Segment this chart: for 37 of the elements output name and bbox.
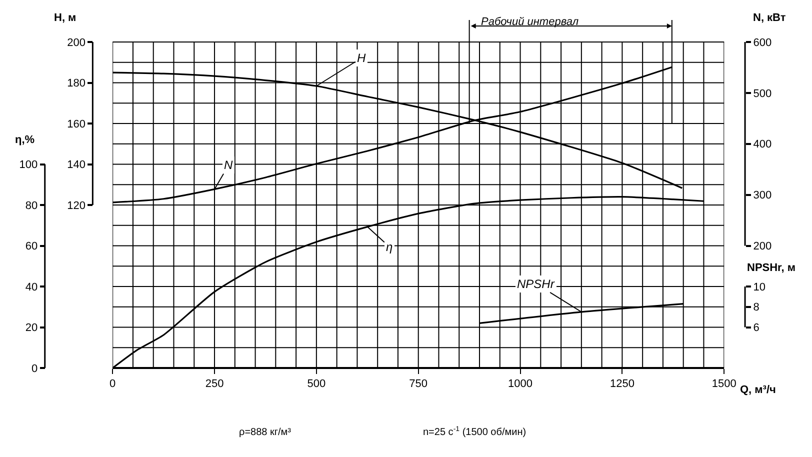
text: H bbox=[357, 51, 366, 65]
y-tick-label: 160 bbox=[67, 118, 86, 130]
y2-axis-title: N, кВт bbox=[753, 12, 786, 24]
x-axis-title: Q, м³/ч bbox=[740, 384, 776, 396]
y3-tick-label: 0 bbox=[32, 362, 38, 375]
text: n=25 с$^{-1}$ (1500 об/мин) bbox=[423, 426, 526, 438]
y3-tick-label: 60 bbox=[25, 240, 38, 253]
y-axis-title: NPSHr, м bbox=[747, 262, 796, 274]
x-tick-label: 0 bbox=[110, 378, 116, 390]
x-tick-label: 1250 bbox=[610, 378, 634, 390]
y-tick-label: 120 bbox=[67, 200, 86, 212]
y-axis-title: H, м bbox=[54, 12, 76, 24]
x-tick-label: 250 bbox=[205, 378, 224, 390]
y-tick-label: 6 bbox=[753, 322, 760, 334]
x-tick-label: 750 bbox=[409, 378, 428, 390]
text: ρ=888 кг/м³ bbox=[239, 427, 292, 438]
y-tick-label: 140 bbox=[67, 159, 86, 172]
series-label: η bbox=[386, 240, 393, 254]
y3-tick-label: 20 bbox=[25, 322, 38, 334]
ref-line-label: Рабочий интервал bbox=[481, 16, 579, 28]
y-tick-label: 180 bbox=[67, 78, 86, 90]
series-label: N bbox=[224, 158, 233, 172]
y3-tick-label: 80 bbox=[25, 200, 38, 212]
y2-tick-label: 300 bbox=[753, 190, 772, 202]
y3-axis-title: η,% bbox=[15, 134, 35, 146]
y2-tick-label: 400 bbox=[753, 138, 772, 151]
x-tick-label: 1500 bbox=[712, 378, 736, 390]
y3-tick-label: 100 bbox=[19, 159, 38, 172]
y2-tick-label: 600 bbox=[753, 36, 772, 49]
x-tick-label: 1000 bbox=[508, 378, 533, 390]
y-tick-label: 10 bbox=[753, 281, 766, 294]
y2-tick-label: 500 bbox=[753, 88, 772, 100]
y3-tick-label: 40 bbox=[25, 281, 38, 294]
series-label: NPSHr bbox=[517, 277, 556, 291]
y-tick-label: 200 bbox=[67, 36, 86, 49]
y-tick-label: 8 bbox=[753, 302, 760, 314]
x-tick-label: 500 bbox=[307, 378, 326, 390]
